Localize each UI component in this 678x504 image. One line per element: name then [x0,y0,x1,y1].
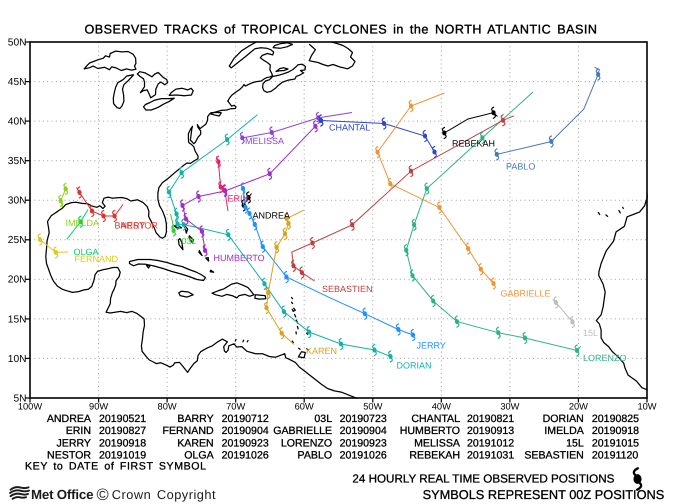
svg-text:03L: 03L [182,236,197,246]
svg-text:Met Office: Met Office [31,487,93,502]
svg-text:20191019: 20191019 [99,450,146,462]
svg-text:FERNAND: FERNAND [162,425,214,437]
svg-text:JERRY: JERRY [417,341,446,351]
svg-text:24 HOURLY REAL TIME OBSERVED P: 24 HOURLY REAL TIME OBSERVED POSITIONS [352,472,614,485]
svg-text:20191120: 20191120 [592,450,638,462]
svg-text:IMELDA: IMELDA [66,218,100,228]
svg-text:15N: 15N [8,314,27,325]
svg-text:20190521: 20190521 [99,413,146,425]
svg-text:IMELDA: IMELDA [544,425,584,437]
svg-text:ERIN: ERIN [66,425,91,437]
svg-text:PABLO: PABLO [298,450,333,462]
svg-text:15L: 15L [583,328,598,338]
svg-text:20190918: 20190918 [592,425,639,437]
svg-text:70W: 70W [226,402,245,412]
svg-text:Crown Copyright: Crown Copyright [112,487,216,502]
svg-text:03L: 03L [314,413,332,425]
svg-text:20190904: 20190904 [340,425,387,437]
svg-text:25N: 25N [8,235,27,246]
svg-text:KAREN: KAREN [177,437,214,449]
svg-text:KEY to DATE of FIRST SYMBOL: KEY to DATE of FIRST SYMBOL [25,460,207,472]
svg-text:ANDREA: ANDREA [253,210,291,220]
svg-text:NESTOR: NESTOR [47,450,91,462]
svg-text:10W: 10W [637,402,656,412]
svg-text:NESTOR: NESTOR [121,221,159,231]
svg-text:50W: 50W [363,402,382,412]
svg-text:OBSERVED TRACKS of TROPICAL CY: OBSERVED TRACKS of TROPICAL CYCLONES in … [84,23,597,37]
svg-text:JERRY: JERRY [56,437,91,449]
svg-text:CHANTAL: CHANTAL [329,123,370,133]
svg-text:DORIAN: DORIAN [397,360,432,370]
svg-text:20190825: 20190825 [592,413,639,425]
svg-text:20190918: 20190918 [99,437,146,449]
svg-text:SEBASTIEN: SEBASTIEN [322,284,373,294]
svg-text:LORENZO: LORENZO [583,353,627,363]
svg-text:60W: 60W [295,402,314,412]
svg-text:15L: 15L [566,437,584,449]
svg-text:5N: 5N [13,393,26,404]
svg-text:SYMBOLS REPRESENT 00Z POSITION: SYMBOLS REPRESENT 00Z POSITIONS [423,487,665,502]
svg-text:10N: 10N [8,354,27,365]
svg-text:20190723: 20190723 [340,413,387,425]
svg-text:20190827: 20190827 [99,425,146,437]
svg-text:20190712: 20190712 [222,413,269,425]
svg-text:GABRIELLE: GABRIELLE [273,425,332,437]
svg-text:HUMBERTO: HUMBERTO [214,253,265,263]
svg-text:HUMBERTO: HUMBERTO [400,425,460,437]
svg-text:50N: 50N [8,37,27,48]
svg-text:OLGA: OLGA [74,247,99,257]
svg-text:PABLO: PABLO [506,161,535,171]
svg-text:SEBASTIEN: SEBASTIEN [524,450,583,462]
svg-text:ANDREA: ANDREA [47,413,92,425]
svg-text:80W: 80W [158,402,177,412]
svg-text:40N: 40N [8,117,27,128]
svg-text:KAREN: KAREN [306,346,337,356]
svg-text:40W: 40W [432,402,451,412]
svg-text:20190913: 20190913 [467,425,514,437]
svg-text:REBEKAH: REBEKAH [409,450,460,462]
svg-text:20W: 20W [569,402,588,412]
svg-text:REBEKAH: REBEKAH [452,138,495,148]
svg-text:35N: 35N [8,156,27,167]
svg-text:FERNAND: FERNAND [75,254,119,264]
svg-text:20191015: 20191015 [592,437,639,449]
svg-text:20191031: 20191031 [467,450,514,462]
svg-text:MELISSA: MELISSA [414,437,461,449]
svg-text:LORENZO: LORENZO [281,437,332,449]
svg-text:90W: 90W [89,402,108,412]
svg-text:30W: 30W [500,402,519,412]
svg-text:MELISSA: MELISSA [245,136,284,146]
svg-text:OLGA: OLGA [184,450,214,462]
svg-text:20N: 20N [8,275,27,286]
svg-text:©: © [97,486,109,504]
svg-text:CHANTAL: CHANTAL [411,413,460,425]
svg-text:45N: 45N [8,77,27,88]
svg-text:20190821: 20190821 [467,413,514,425]
svg-text:BARRY: BARRY [177,413,213,425]
svg-text:20191026: 20191026 [340,450,387,462]
svg-text:20191012: 20191012 [467,437,514,449]
svg-text:DORIAN: DORIAN [543,413,584,425]
svg-text:ERIN: ERIN [228,193,250,203]
svg-text:GABRIELLE: GABRIELLE [501,288,551,298]
svg-text:30N: 30N [8,196,27,207]
svg-text:BARRY: BARRY [115,221,146,231]
svg-text:20191026: 20191026 [222,450,269,462]
svg-text:100W: 100W [18,402,43,412]
svg-text:20190904: 20190904 [222,425,269,437]
svg-text:20190923: 20190923 [222,437,269,449]
svg-text:20190923: 20190923 [340,437,387,449]
